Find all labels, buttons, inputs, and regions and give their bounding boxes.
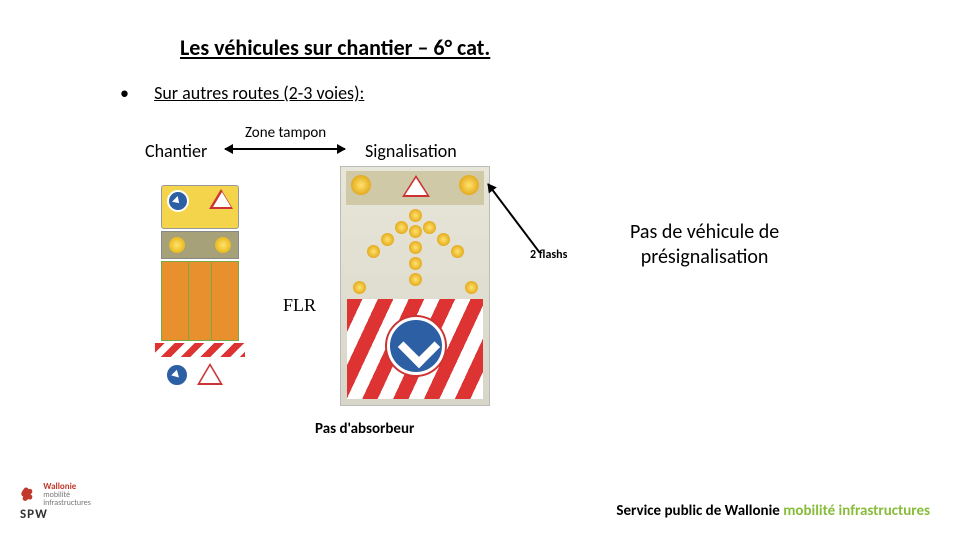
blue-arrow-sign-icon [165,363,189,387]
slide-title: Les véhicules sur chantier – 6° cat. [180,34,490,61]
rooster-icon [20,484,39,506]
mandatory-direction-sign-icon [387,317,445,375]
signalisation-label: Signalisation [365,140,457,162]
signalisation-panel-graphic [340,166,490,406]
vehicle-body [161,261,239,341]
amber-dot-icon [451,245,464,258]
chantier-label: Chantier [145,140,207,162]
bullet-marker: • [120,82,150,104]
chantier-vehicle-graphic [155,185,245,395]
amber-dot-icon [367,245,380,258]
double-arrow-icon [225,148,345,150]
zone-tampon-label: Zone tampon [245,124,326,142]
bullet-text: Sur autres routes (2-3 voies): [154,82,364,104]
blue-arrow-sign-icon [167,190,189,212]
no-presignal-vehicle-text: Pas de véhicule de présignalisation [630,220,779,270]
amber-dot-icon [409,273,422,286]
amber-dot-icon [381,233,394,246]
logo-spw: SPW [20,507,110,522]
footer-prefix: Service public de Wallonie [616,502,783,520]
logo-sub: mobilité infrastructures [43,491,110,507]
callout-arrow-icon [487,183,540,253]
amber-lamp-icon [459,175,479,195]
amber-lamp-icon [215,237,231,253]
flr-label: FLR [283,295,316,316]
spw-logo: Wallonie mobilité infrastructures SPW [20,482,110,526]
hazard-stripe [155,343,245,357]
amber-dot-icon [353,281,366,294]
amber-dot-icon [465,281,478,294]
amber-dot-icon [395,221,408,234]
no-vehicle-line1: Pas de véhicule de [630,220,779,244]
no-absorber-label: Pas d'absorbeur [315,420,414,438]
footer-text: Service public de Wallonie mobilité infr… [616,502,930,520]
amber-dot-icon [409,257,422,270]
amber-dot-icon [409,241,422,254]
amber-dot-icon [409,209,422,222]
warning-triangle-inner [213,192,231,207]
amber-dot-icon [409,225,422,238]
flashs-label: 2 flashs [530,248,567,262]
amber-dot-icon [437,233,450,246]
slide-root: { "title": "Les véhicules sur chantier –… [0,0,960,540]
arrow-lights-matrix [341,207,489,297]
warning-triangle-icon [197,363,223,385]
no-vehicle-line2: présignalisation [641,245,769,269]
amber-lamp-icon [351,175,371,195]
bullet-line: • Sur autres routes (2-3 voies): [120,82,364,104]
amber-lamp-icon [169,237,185,253]
footer-accent: mobilité infrastructures [783,502,930,520]
amber-dot-icon [423,221,436,234]
warning-triangle-icon [402,175,430,197]
